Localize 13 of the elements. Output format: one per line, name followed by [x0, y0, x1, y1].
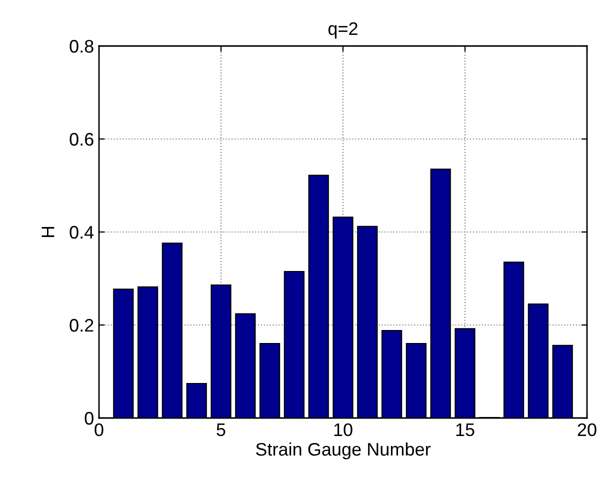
x-tick-label: 0 [94, 423, 104, 436]
x-axis-title: Strain Gauge Number [256, 442, 431, 460]
y-tick-label: 0.6 [70, 132, 94, 146]
chart-title: q=2 [328, 22, 358, 39]
y-axis-title: H [42, 226, 54, 238]
x-tick-label: 10 [334, 423, 352, 436]
y-tick-label: 0.2 [70, 318, 94, 332]
y-tick-label: 0.4 [70, 226, 94, 239]
x-tick-label: 5 [216, 424, 226, 436]
y-tick-label: 0 [84, 412, 94, 425]
x-tick-label: 20 [578, 423, 596, 436]
x-tick-label: 15 [456, 424, 474, 436]
y-tick-label: 0.8 [70, 40, 94, 53]
